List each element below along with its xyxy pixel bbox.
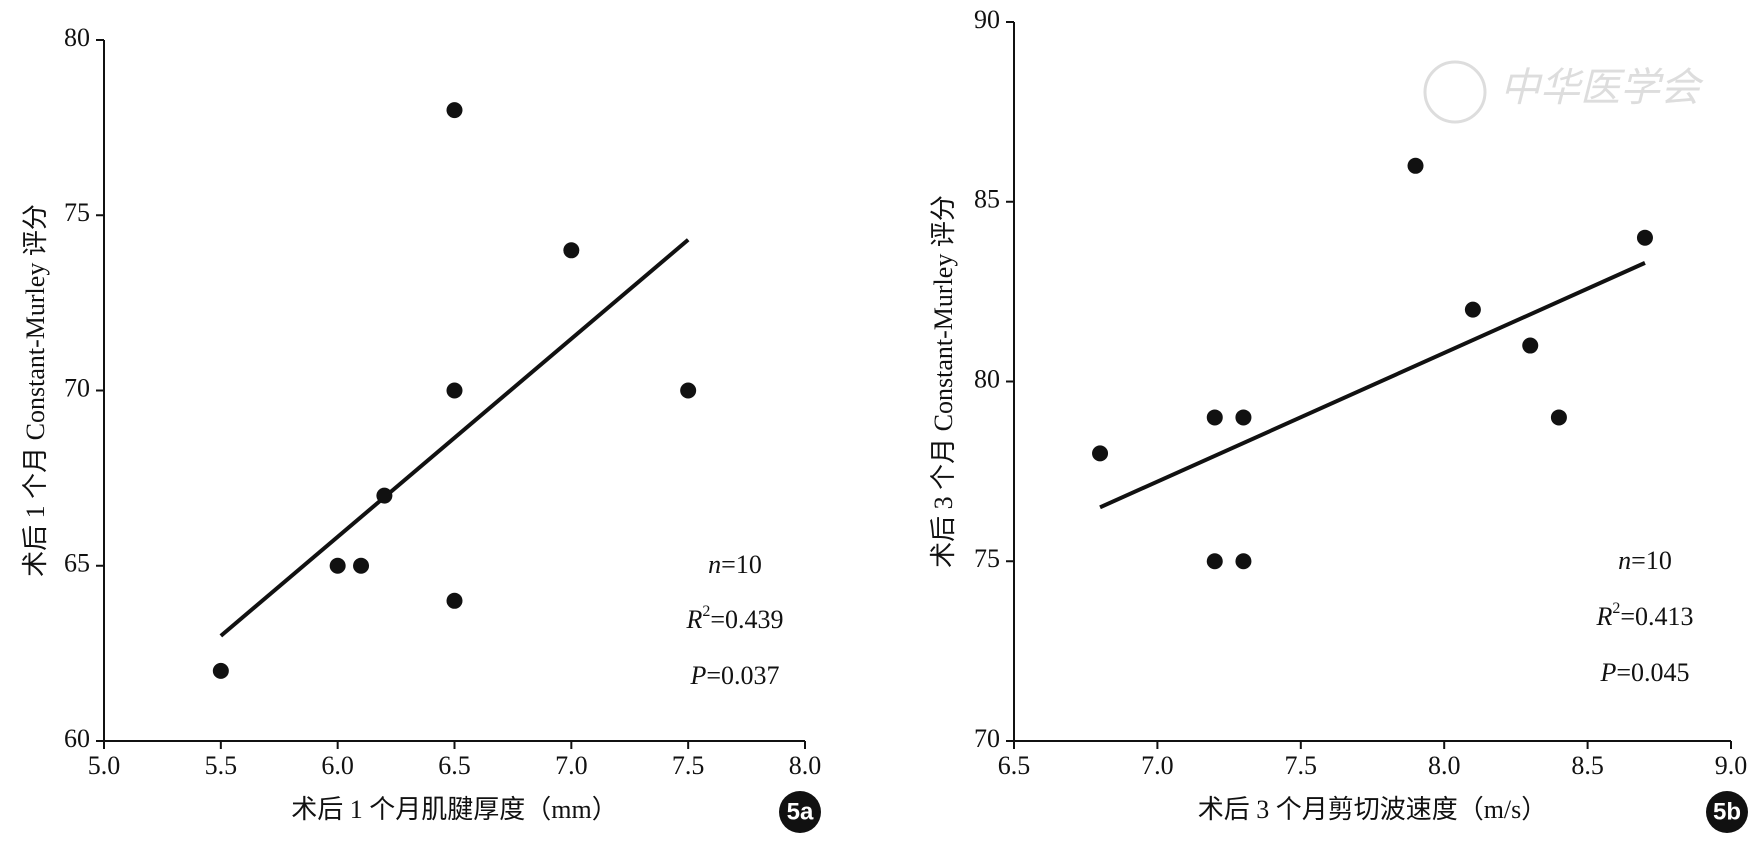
point [1407, 157, 1424, 174]
annotation-text: =10 [1631, 546, 1672, 575]
panel-badge [1706, 791, 1748, 833]
y-tick-label: 85 [974, 185, 1000, 214]
y-tick-label: 70 [64, 373, 90, 402]
annotation-var: n [708, 550, 721, 579]
y-tick-label: 60 [64, 724, 90, 753]
y-axis-title: 术后 1 个月 Constant-Murley 评分 [21, 204, 50, 577]
annotation-sup: 2 [1612, 600, 1620, 617]
annotation-text: =0.037 [706, 661, 779, 690]
annotation-var: P [689, 661, 706, 690]
y-tick-label: 75 [974, 544, 1000, 573]
y-tick-label: 70 [974, 724, 1000, 753]
annotation-var: R [1595, 602, 1612, 631]
point [212, 662, 229, 679]
point [446, 102, 463, 119]
x-tick-label: 5.5 [205, 751, 238, 780]
x-axis-title: 术后 3 个月剪切波速度（m/s） [1198, 795, 1548, 824]
point [329, 557, 346, 574]
y-tick-label: 90 [974, 5, 1000, 34]
point [1206, 409, 1223, 426]
x-tick-label: 9.0 [1715, 751, 1748, 780]
x-tick-label: 7.5 [672, 751, 705, 780]
point [1235, 553, 1252, 570]
x-tick-label: 7.0 [1141, 751, 1174, 780]
x-axis-title: 术后 1 个月肌腱厚度（mm） [291, 795, 617, 824]
point [1550, 409, 1567, 426]
y-tick-label: 80 [974, 364, 1000, 393]
x-tick-label: 7.0 [555, 751, 588, 780]
watermark: 中华医学会 [1500, 65, 1704, 110]
point [1206, 553, 1223, 570]
point [376, 487, 393, 504]
x-tick-label: 6.0 [321, 751, 354, 780]
panel-label: 5b [1713, 798, 1741, 825]
annotation-var: n [1618, 546, 1631, 575]
trend-line [219, 238, 690, 638]
x-tick-label: 6.5 [438, 751, 471, 780]
annotation: R2=0.439 [685, 603, 783, 634]
y-tick-label: 75 [64, 198, 90, 227]
annotation-text: =0.439 [710, 605, 783, 634]
x-tick-label: 8.0 [1428, 751, 1461, 780]
panel-label: 5a [787, 798, 814, 825]
annotation: R2=0.413 [1595, 600, 1693, 631]
point [563, 242, 580, 259]
point [1522, 337, 1539, 354]
point [1235, 409, 1252, 426]
annotation-sup: 2 [702, 603, 710, 620]
annotation-text: =0.413 [1620, 602, 1693, 631]
annotation-text: =10 [721, 550, 762, 579]
panel-badge [779, 791, 821, 833]
x-tick-label: 6.5 [998, 751, 1031, 780]
point [680, 382, 697, 399]
point [446, 592, 463, 609]
point [446, 382, 463, 399]
y-tick-label: 80 [64, 23, 90, 52]
point [1464, 301, 1481, 318]
point [1636, 229, 1653, 246]
annotation: n=10 [708, 550, 762, 579]
annotation: n=10 [1618, 546, 1672, 575]
x-tick-label: 7.5 [1285, 751, 1318, 780]
y-tick-label: 65 [64, 549, 90, 578]
x-tick-label: 8.0 [789, 751, 822, 780]
annotation-var: P [1599, 658, 1616, 687]
point [353, 557, 370, 574]
annotation-text: =0.045 [1616, 658, 1689, 687]
annotation: P=0.037 [689, 661, 779, 690]
x-tick-label: 5.0 [88, 751, 121, 780]
y-axis-title: 术后 3 个月 Constant-Murley 评分 [929, 195, 958, 568]
annotation: P=0.045 [1599, 658, 1689, 687]
point [1092, 445, 1109, 462]
watermark-logo [1423, 60, 1487, 124]
annotation-var: R [685, 605, 702, 634]
trend-line [1099, 261, 1646, 510]
x-tick-label: 8.5 [1571, 751, 1604, 780]
